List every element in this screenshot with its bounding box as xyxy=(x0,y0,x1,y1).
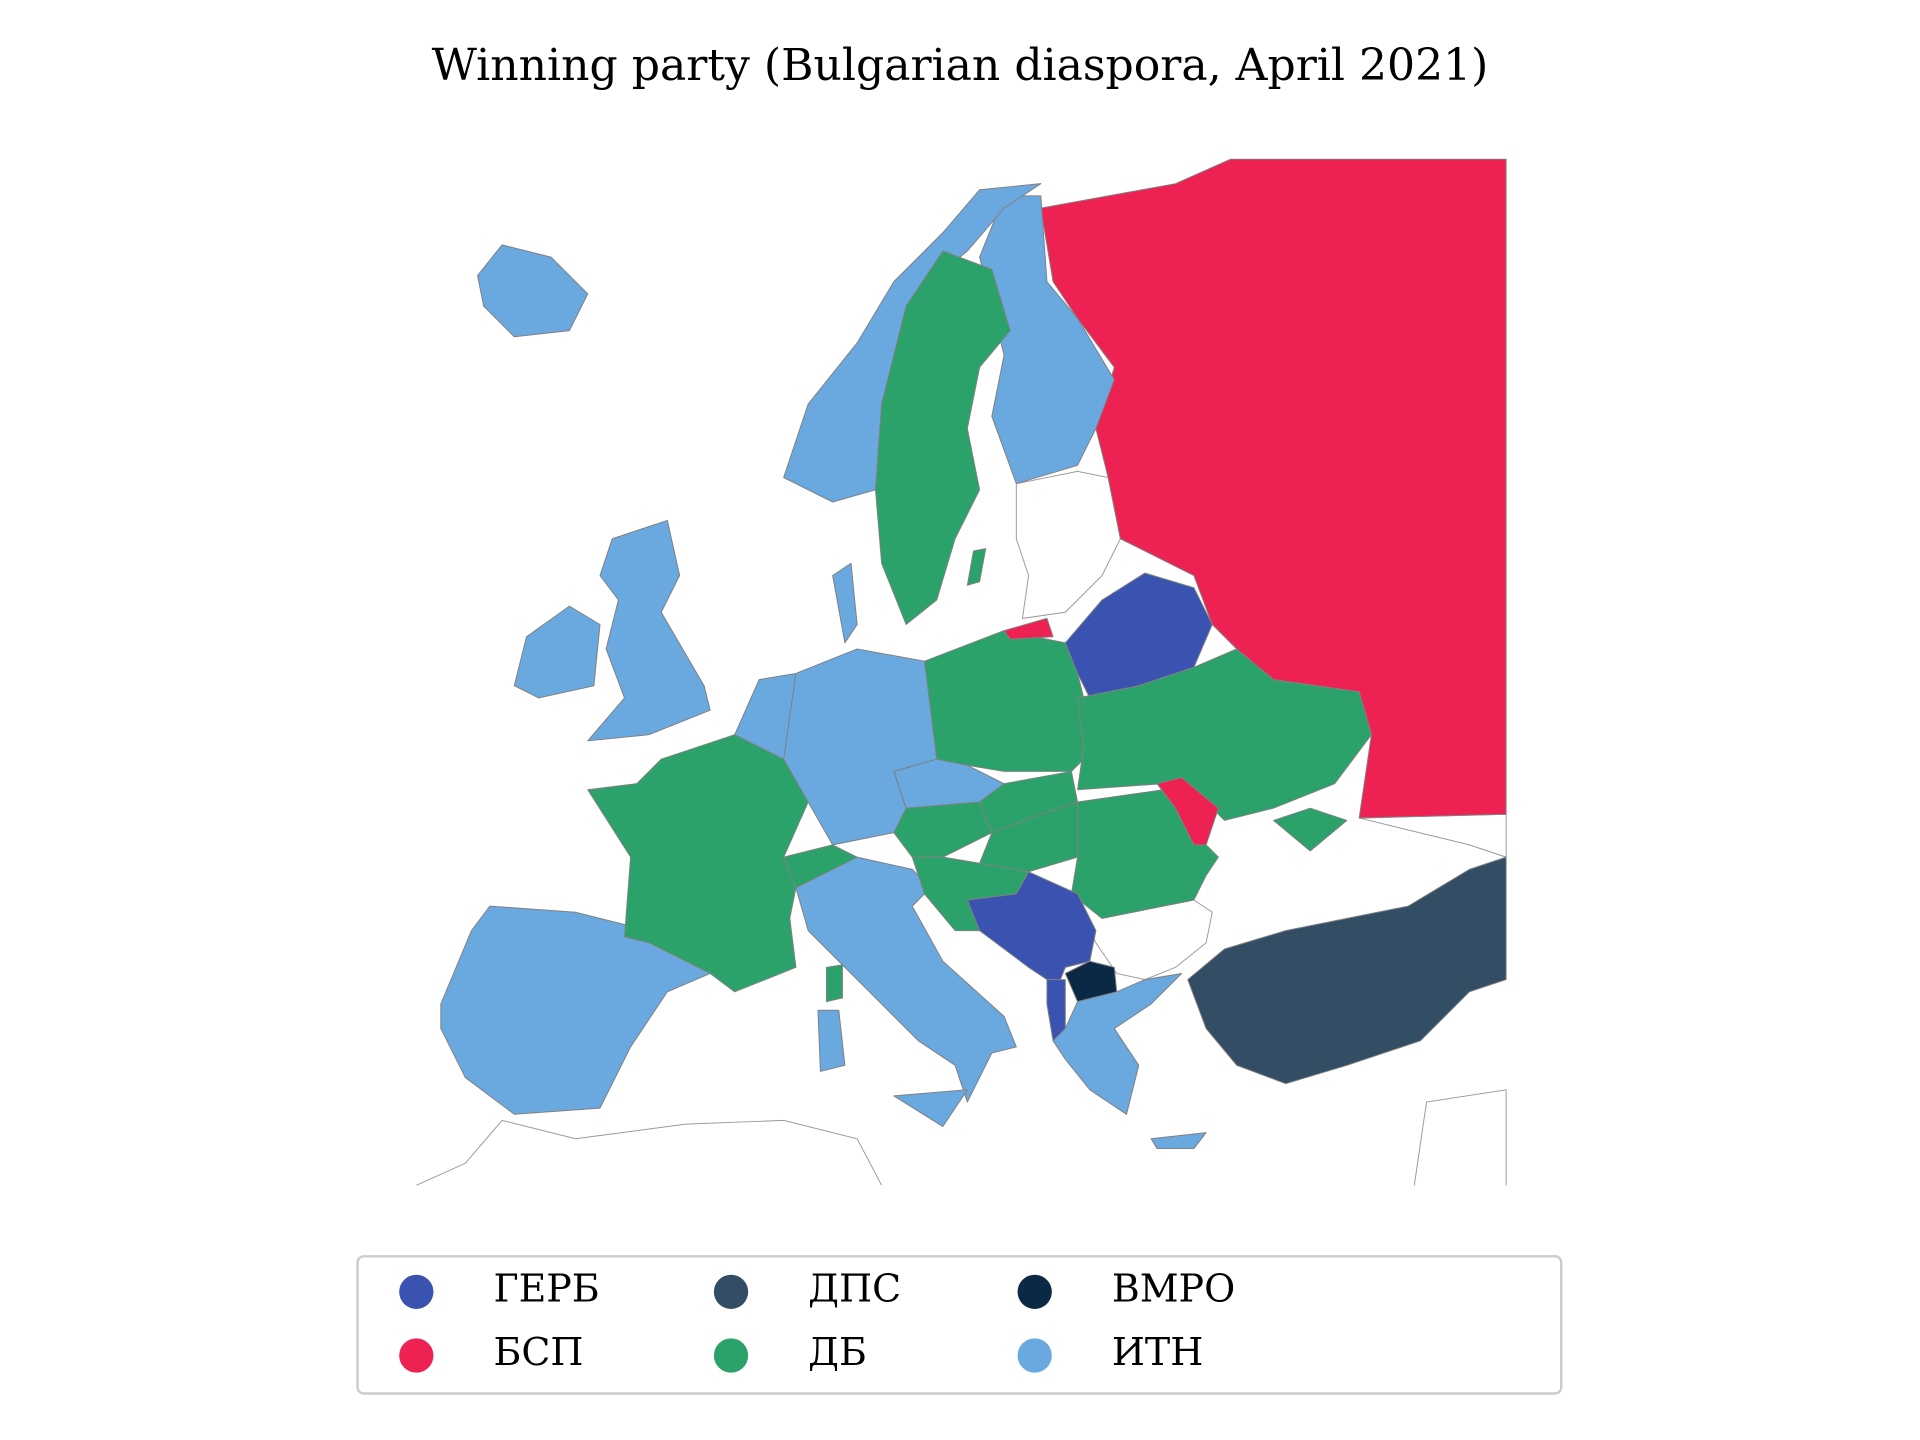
country xyxy=(817,1009,846,1072)
country xyxy=(1359,813,1507,858)
legend-label: ВМРО xyxy=(1112,1266,1235,1310)
country xyxy=(875,250,1011,625)
legend-label: БСП xyxy=(493,1330,583,1374)
country xyxy=(1064,572,1213,699)
legend-label: ГЕРБ xyxy=(493,1266,599,1310)
country xyxy=(893,1089,968,1128)
country xyxy=(477,244,589,338)
coastline xyxy=(416,1119,883,1186)
legend-marker xyxy=(1017,1338,1052,1373)
legend-label: ДПС xyxy=(808,1266,901,1310)
legend-marker xyxy=(713,1274,749,1309)
map-title: Winning party (Bulgarian diaspora, April… xyxy=(432,40,1489,91)
country xyxy=(966,548,987,586)
country xyxy=(832,562,858,644)
country xyxy=(1015,470,1121,619)
country xyxy=(966,871,1097,999)
map xyxy=(416,158,1507,1186)
country xyxy=(513,605,601,699)
legend-marker xyxy=(399,1338,434,1373)
country xyxy=(1156,777,1219,846)
country xyxy=(587,734,809,993)
country xyxy=(1052,972,1183,1115)
country xyxy=(1003,617,1054,640)
legend-marker xyxy=(713,1338,749,1373)
legend-marker xyxy=(1017,1274,1052,1309)
legend-label: ДБ xyxy=(808,1330,867,1374)
coastline xyxy=(1413,1089,1507,1186)
country xyxy=(1064,960,1118,1003)
country xyxy=(893,801,993,858)
legend-entries: ГЕРБ БСП ДПС ДБ ВМРО ИТН xyxy=(399,1266,1235,1374)
country xyxy=(1150,1132,1207,1150)
legend-marker xyxy=(399,1274,434,1309)
country xyxy=(1272,807,1348,852)
country xyxy=(826,964,843,1003)
legend-label: ИТН xyxy=(1112,1330,1203,1374)
country xyxy=(440,905,711,1115)
legend xyxy=(356,1255,1563,1395)
country xyxy=(587,519,711,742)
country xyxy=(1187,856,1507,1085)
country xyxy=(1077,648,1372,821)
